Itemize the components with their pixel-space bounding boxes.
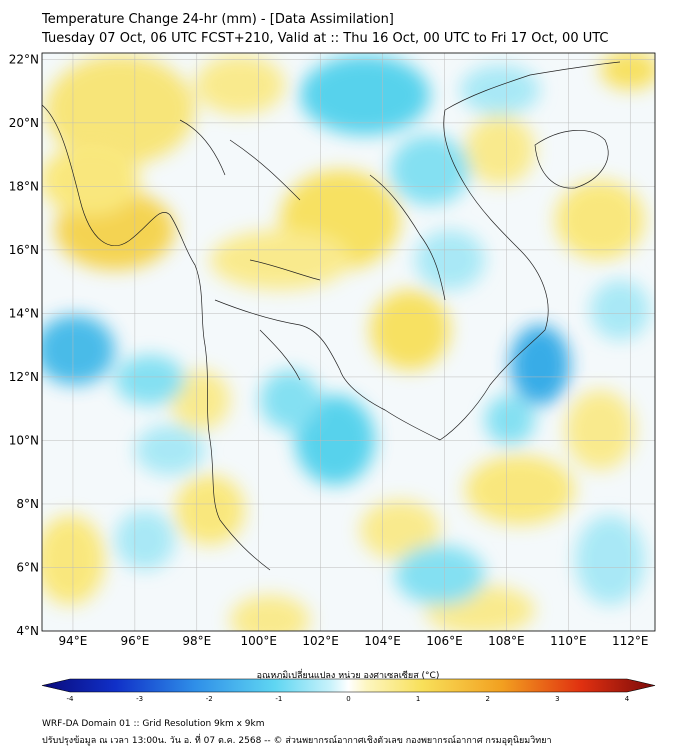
lat-tick-label: 6°N: [16, 560, 39, 574]
colorbar-tick-label: -1: [275, 695, 282, 703]
lon-tick-label: 104°E: [364, 634, 401, 648]
footer-credit: ปรับปรุงข้อมูล ณ เวลา 13:00น. วัน อ. ที่…: [42, 736, 552, 746]
colorbar-ticks: -4 -3 -2 -1 0 1 2 3 4: [67, 695, 630, 703]
temperature-field: [42, 53, 655, 631]
lat-tick-label: 10°N: [9, 433, 39, 447]
lat-tick-label: 16°N: [9, 243, 39, 257]
colorbar-label: อุณหภูมิเปลี่ยนแปลง หน่วย องศาเซลเซียส (…: [257, 668, 440, 681]
map-title: Temperature Change 24-hr (mm) - [Data As…: [42, 12, 394, 27]
lon-tick-label: 108°E: [488, 634, 525, 648]
colorbar: [41, 678, 656, 693]
graticule: [42, 53, 655, 631]
lon-tick-label: 106°E: [426, 634, 463, 648]
lon-axis: 94°E 96°E 98°E 100°E 102°E 104°E 106°E 108°E 110…: [59, 634, 649, 648]
lat-tick-label: 8°N: [16, 497, 39, 511]
coastline: [42, 61, 621, 571]
colorbar-tick-label: -2: [206, 695, 213, 703]
colorbar-tick-label: -3: [136, 695, 143, 703]
lon-tick-label: 100°E: [240, 634, 277, 648]
lat-axis: 4°N 6°N 8°N 10°N 12°N 14°N 16°N 18°N 20°N 22°N: [9, 52, 39, 638]
lon-tick-label: 102°E: [302, 634, 339, 648]
colorbar-tick-label: 3: [555, 695, 559, 703]
footer-resolution: WRF-DA Domain 01 :: Grid Resolution 9km …: [42, 719, 265, 729]
lat-tick-label: 4°N: [16, 624, 39, 638]
colorbar-tick-label: 4: [625, 695, 630, 703]
lon-tick-label: 110°E: [550, 634, 587, 648]
lat-tick-label: 18°N: [9, 179, 39, 193]
lon-tick-label: 98°E: [182, 634, 211, 648]
lon-tick-label: 94°E: [59, 634, 88, 648]
colorbar-tick-label: -4: [67, 695, 75, 703]
lon-tick-label: 112°E: [612, 634, 649, 648]
colorbar-tick-label: 0: [346, 695, 350, 703]
lat-tick-label: 12°N: [9, 370, 39, 384]
map-subtitle: Tuesday 07 Oct, 06 UTC FCST+210, Valid a…: [42, 31, 609, 46]
lat-tick-label: 22°N: [9, 52, 39, 66]
lat-tick-label: 14°N: [9, 306, 39, 320]
lat-tick-label: 20°N: [9, 116, 39, 130]
colorbar-tick-label: 1: [416, 695, 420, 703]
colorbar-tick-label: 2: [486, 695, 490, 703]
lon-tick-label: 96°E: [120, 634, 149, 648]
